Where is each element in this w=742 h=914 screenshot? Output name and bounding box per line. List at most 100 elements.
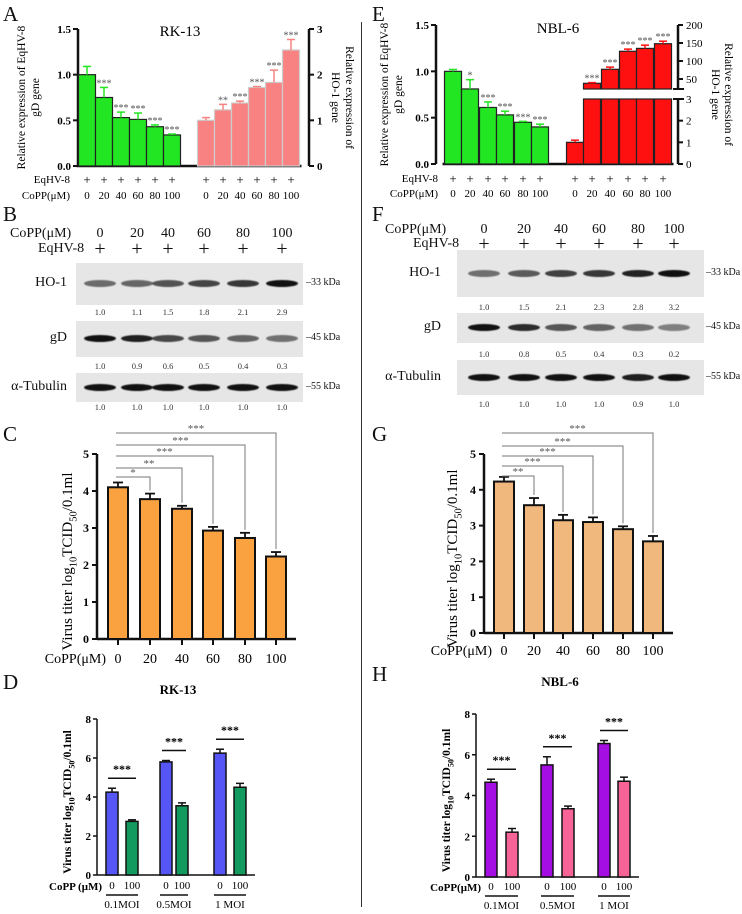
band-quantification: 1.0 <box>668 399 680 409</box>
x-tick-label: 40 <box>175 652 189 667</box>
bar-0.1MOI-100 <box>125 820 139 876</box>
y-axis-title-part: TCID <box>62 769 74 798</box>
significance-label: *** <box>250 78 265 89</box>
band-quantification: 1.0 <box>555 399 567 409</box>
bar <box>265 555 287 640</box>
blot-row-label: HO-1 <box>35 275 67 290</box>
right-tick-label: 200 <box>686 20 703 32</box>
panel-label-c: C <box>3 422 18 446</box>
dose-label: 0 <box>572 188 578 200</box>
y-tick-label: 0 <box>465 872 471 884</box>
band-quantification: 1.0 <box>478 349 490 359</box>
panel-label-b: B <box>3 202 18 226</box>
x-axis-title: CoPP (μM) <box>49 881 102 893</box>
plus-sign: + <box>236 172 243 187</box>
bar-HO-1-lower <box>653 98 673 165</box>
protein-band <box>508 373 540 381</box>
comparison-significance: * <box>130 467 136 479</box>
dose-label: 20 <box>218 190 230 202</box>
eqhv8-row-label: EqHV-8 <box>38 241 85 256</box>
protein-band <box>227 280 259 287</box>
comparison-significance: *** <box>554 436 571 448</box>
bar-HO-1-lower <box>618 98 638 165</box>
protein-band <box>84 335 116 342</box>
protein-band <box>188 383 220 391</box>
protein-band <box>84 280 116 287</box>
x-tick-label: 0 <box>501 644 508 659</box>
significance-label: *** <box>549 731 567 745</box>
band-quantification: 1.0 <box>478 399 490 409</box>
comparison-bracket <box>116 467 183 503</box>
comparison-bracket <box>502 475 535 496</box>
plus-sign: + <box>593 233 605 255</box>
bar <box>523 504 545 634</box>
band-quantification: 0.6 <box>162 361 174 371</box>
bar <box>582 521 604 635</box>
bar-HO-1 <box>213 109 233 167</box>
dose-label: 80 <box>150 190 162 202</box>
plus-sign: + <box>134 172 141 187</box>
x-tick-label: 20 <box>527 644 541 659</box>
dose-label: 100 <box>560 881 577 893</box>
protein-band <box>622 269 654 277</box>
x-tick-label: 100 <box>266 652 287 667</box>
bar-gD <box>77 74 97 167</box>
dose-label: 80 <box>236 226 250 241</box>
plus-sign: + <box>449 171 456 186</box>
dose-label: 0 <box>217 880 223 892</box>
left-tick-label: 1.0 <box>415 66 429 78</box>
right-tick-label: 1 <box>686 137 692 149</box>
dose-label: 100 <box>655 188 672 200</box>
x-tick-label: 80 <box>238 652 252 667</box>
group-label: 0.1MOI <box>484 900 519 912</box>
blot-tubulin <box>457 360 704 395</box>
x-tick-label: 60 <box>586 644 600 659</box>
bar <box>552 519 574 634</box>
band-quantification: 2.1 <box>237 307 249 317</box>
comparison-bracket <box>502 455 594 515</box>
bar-HO-1 <box>230 102 250 167</box>
plus-sign: + <box>519 171 526 186</box>
y-tick-label: 0 <box>83 632 89 646</box>
dose-label: 100 <box>532 188 549 200</box>
comparison-significance: ** <box>144 458 155 470</box>
bar-gD <box>443 70 463 165</box>
dose-label: 0 <box>480 222 488 237</box>
plus-sign: + <box>571 171 578 186</box>
plus-sign: + <box>117 172 124 187</box>
bar-HO-1-lower <box>582 98 602 165</box>
bar-gD <box>128 118 148 167</box>
band-quantification: 2.8 <box>632 302 644 312</box>
band-quantification: 0.9 <box>131 361 143 371</box>
dose-label: 0 <box>163 880 169 892</box>
dose-label: 100 <box>124 880 141 892</box>
bar-0.1MOI-0 <box>105 791 119 876</box>
x-tick-label: 60 <box>206 652 220 667</box>
band-quantification: 0.5 <box>555 349 567 359</box>
protein-band <box>508 269 540 277</box>
band-quantification: 1.0 <box>162 402 174 412</box>
band-quantification: 1.0 <box>131 402 143 412</box>
y-tick-label: 0 <box>86 870 92 882</box>
plus-sign: + <box>588 171 595 186</box>
band-quantification: 2.1 <box>555 302 567 312</box>
panel-label-a: A <box>3 2 19 26</box>
dose-label: 100 <box>164 190 181 202</box>
y-axis-title-part: 50 <box>67 761 76 769</box>
protein-band <box>121 335 153 342</box>
bar <box>139 498 161 641</box>
blot-ho1 <box>76 263 303 305</box>
group-label: 0.5MOI <box>540 900 575 912</box>
chart-title: NBL-6 <box>541 674 579 689</box>
panel-label-f: F <box>372 202 384 226</box>
row-label-copp: CoPP(μM) <box>22 190 70 202</box>
significance-label: *** <box>165 125 180 136</box>
right-tick-label: 50 <box>686 74 698 86</box>
dose-label: 20 <box>517 222 531 237</box>
plus-sign: + <box>276 238 288 260</box>
band-quantification: 1.8 <box>198 307 210 317</box>
protein-band <box>468 269 500 277</box>
significance-label: *** <box>165 735 183 749</box>
protein-band <box>121 280 153 287</box>
right-axis-title: Relative expression of <box>343 46 355 149</box>
